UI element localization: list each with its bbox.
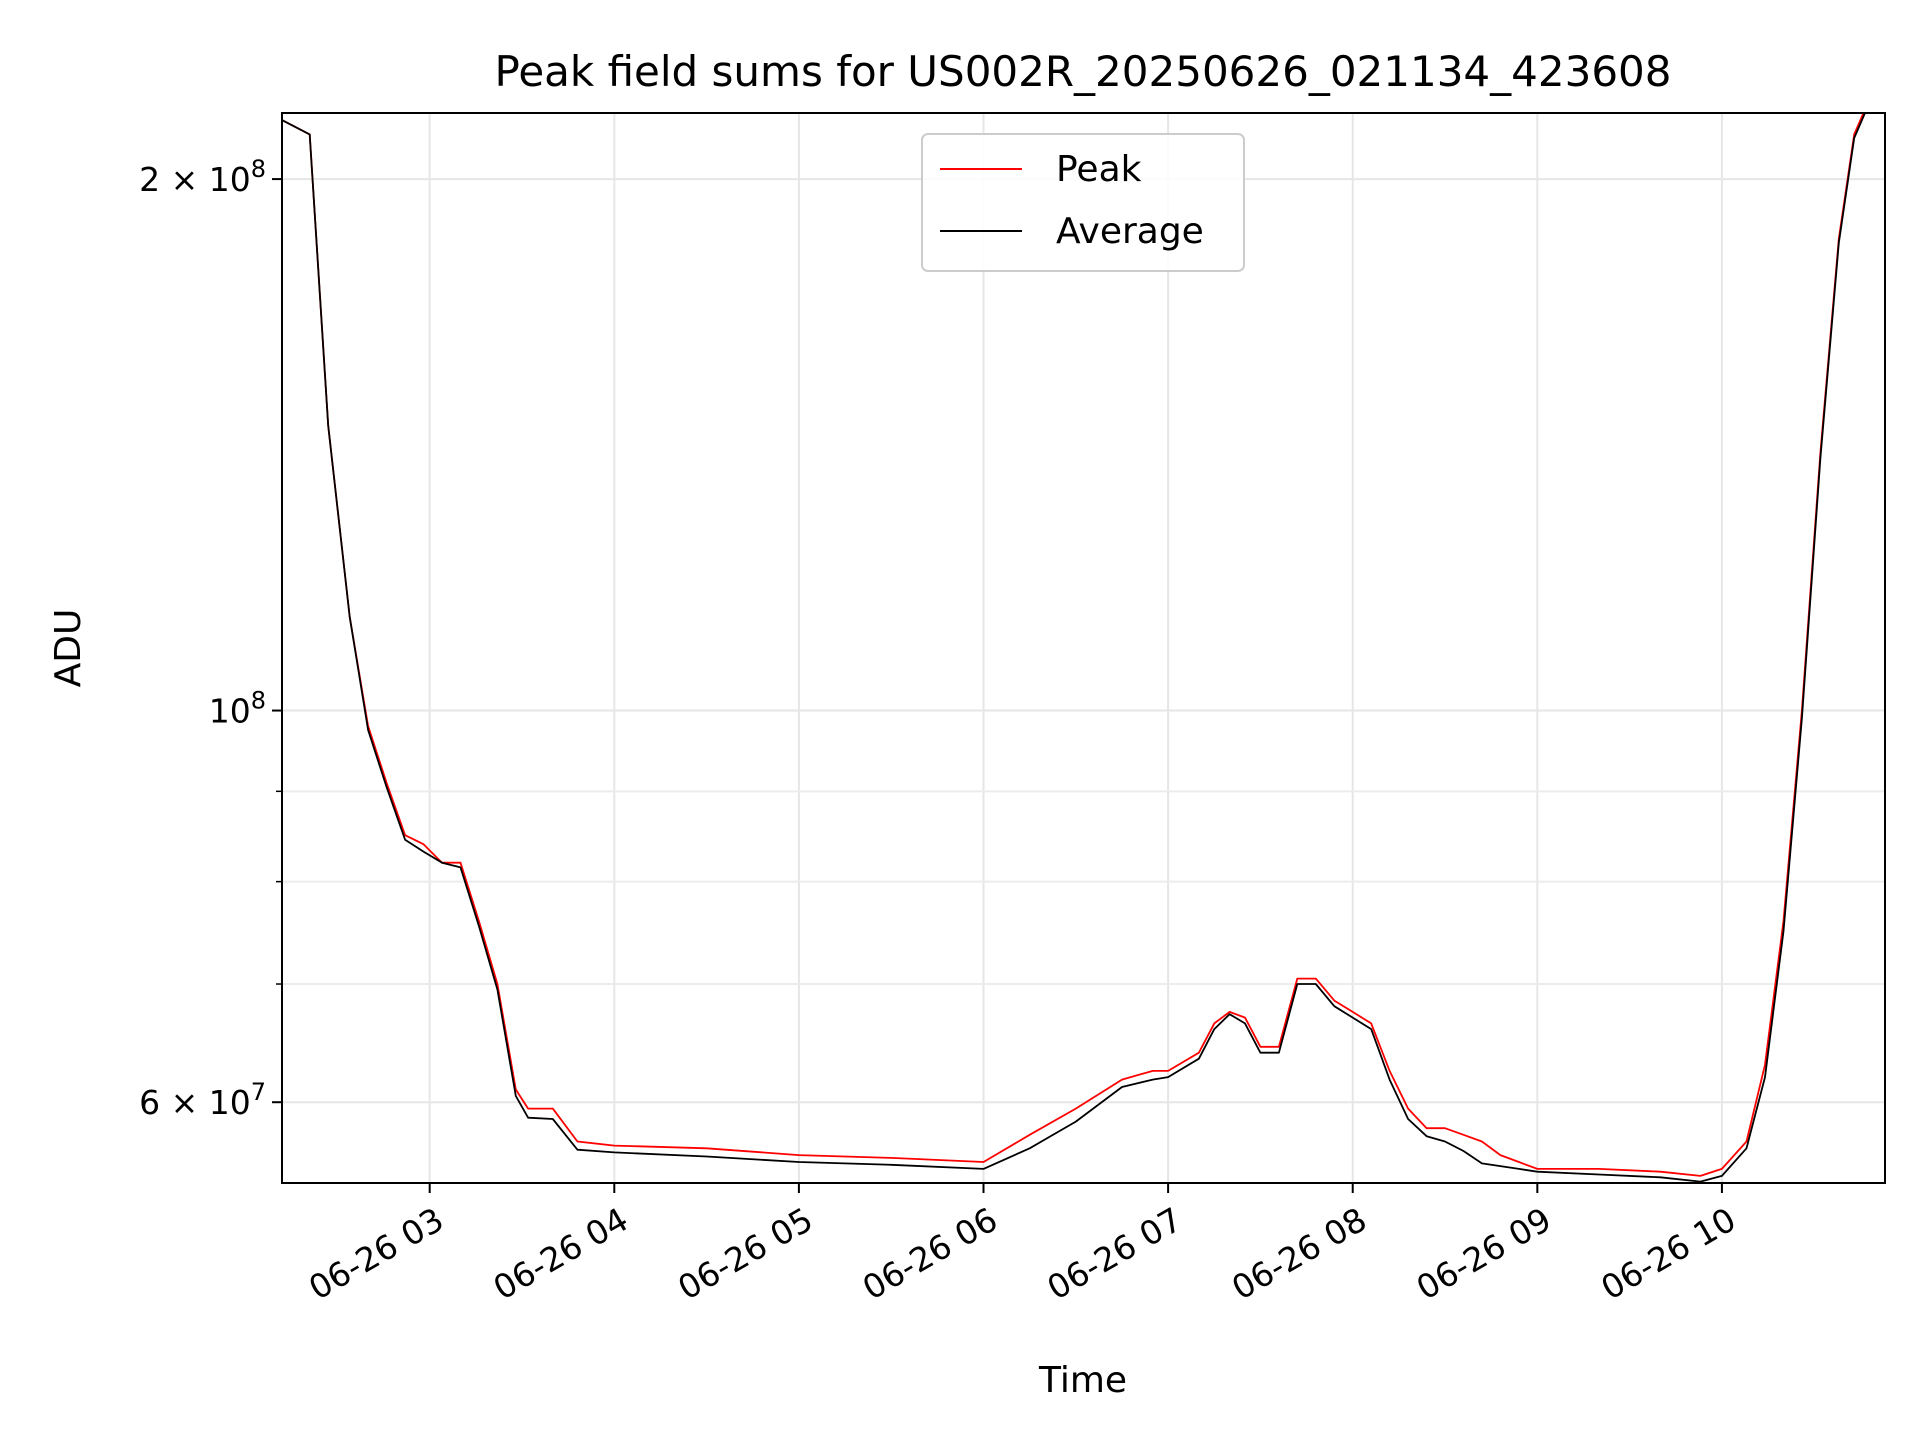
y-axis: 6 × 107 108 2 × 108 xyxy=(139,155,282,1122)
y-tick-label: 6 × 107 xyxy=(139,1078,266,1122)
legend-label-peak: Peak xyxy=(1056,149,1142,190)
series-group xyxy=(282,113,1866,1183)
x-axis-label: Time xyxy=(1038,1360,1127,1401)
y-axis-label: ADU xyxy=(48,609,89,688)
series-line-peak xyxy=(282,113,1865,1177)
chart-title: Peak field sums for US002R_20250626_0211… xyxy=(495,47,1672,96)
y-tick-label: 108 xyxy=(209,687,266,731)
series-line-average xyxy=(282,113,1866,1183)
legend: Peak Average xyxy=(921,133,1245,272)
y-tick-label: 2 × 108 xyxy=(139,155,266,199)
plot-frame xyxy=(281,112,1886,1184)
legend-label-average: Average xyxy=(1056,211,1204,252)
